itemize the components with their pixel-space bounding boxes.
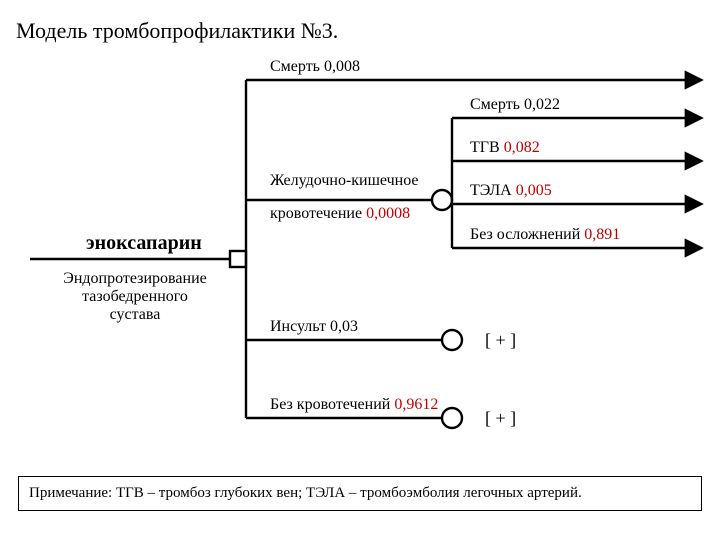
footnote-text: Примечание: ТГВ – тромбоз глубоких вен; …: [29, 485, 582, 501]
root-procedure-l2: тазобедренного: [50, 288, 220, 306]
diagram-stage: Модель тромбопрофилактики №3.: [0, 0, 720, 540]
collapse-marker-2: [ + ]: [485, 408, 516, 429]
sub-3-text: ТЭЛА: [470, 182, 516, 199]
sub-2-text: ТГВ: [470, 139, 504, 156]
sub-3-value: 0,005: [516, 182, 552, 199]
decision-node: [230, 251, 246, 267]
branch-4-value: 0,9612: [394, 396, 438, 413]
branch-2-label-line1: Желудочно-кишечное: [270, 172, 419, 190]
branch-4-text: Без кровотечений: [270, 396, 394, 413]
root-drug-label: эноксапарин: [86, 232, 202, 255]
branch-3-chance-node: [442, 330, 462, 350]
sub-2-value: 0,082: [504, 139, 540, 156]
branch-3-label: Инсульт 0,03: [270, 318, 358, 336]
branch-2-label-line2: кровотечение 0,0008: [270, 205, 410, 223]
sub-3-label: ТЭЛА 0,005: [470, 182, 552, 200]
branch-4-chance-node: [442, 408, 462, 428]
sub-4-text: Без осложнений: [470, 226, 584, 243]
branch-4-label: Без кровотечений 0,9612: [270, 396, 438, 414]
root-procedure-l1: Эндопротезирование: [50, 270, 220, 288]
branch-2-value: 0,0008: [366, 205, 410, 222]
sub-4-label: Без осложнений 0,891: [470, 226, 620, 244]
footnote-box: Примечание: ТГВ – тромбоз глубоких вен; …: [18, 476, 702, 511]
collapse-marker-1: [ + ]: [485, 330, 516, 351]
sub-2-label: ТГВ 0,082: [470, 139, 540, 157]
root-procedure-l3: сустава: [50, 306, 220, 324]
branch-1-label: Смерть 0,008: [270, 58, 360, 76]
branch-2-text: кровотечение: [270, 205, 366, 222]
sub-1-label: Смерть 0,022: [470, 96, 560, 114]
sub-4-value: 0,891: [584, 226, 620, 243]
branch-2-chance-node: [432, 190, 452, 210]
